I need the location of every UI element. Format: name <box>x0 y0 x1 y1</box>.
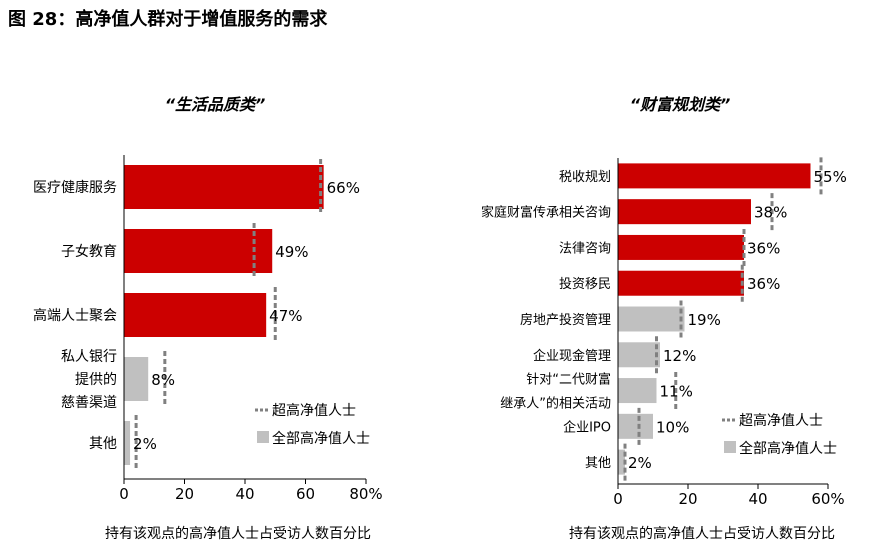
x-axis-label: 持有该观点的高净值人士占受访人数百分比 <box>569 525 835 542</box>
chart-title: “财富规划类” <box>630 95 731 114</box>
x-tick-label: 0 <box>613 490 623 508</box>
category-label: 提供的 <box>75 372 117 388</box>
bar <box>124 293 267 337</box>
data-label: 2% <box>628 454 652 472</box>
category-label: 其他 <box>89 436 117 452</box>
data-label: 66% <box>327 179 360 197</box>
bar <box>124 357 149 401</box>
bar <box>618 163 811 189</box>
data-label: 10% <box>656 418 689 436</box>
data-label: 47% <box>269 307 302 325</box>
x-tick-label: 40 <box>748 490 767 508</box>
category-label: 高端人士聚会 <box>33 307 117 324</box>
bar <box>618 234 744 260</box>
data-label: 11% <box>660 383 693 401</box>
x-tick-label: 20 <box>175 485 194 503</box>
legend-label: 全部高净值人士 <box>272 430 370 447</box>
bar <box>618 342 660 368</box>
legend-label: 超高净值人士 <box>272 402 356 419</box>
x-tick-label: 40 <box>235 485 254 503</box>
category-label: 法律咨询 <box>559 241 611 256</box>
figure-title: 图 28：高净值人群对于增值服务的需求 <box>8 9 328 30</box>
bar <box>124 421 131 465</box>
category-label: 针对“二代财富 <box>526 372 611 388</box>
x-axis-label: 持有该观点的高净值人士占受访人数百分比 <box>105 525 371 542</box>
data-label: 12% <box>663 347 696 365</box>
chart-title: “生活品质类” <box>165 95 266 114</box>
data-label: 2% <box>133 435 157 453</box>
bar <box>618 270 744 296</box>
bar <box>618 306 685 332</box>
x-tick-label: 0 <box>119 485 129 503</box>
category-label: 医疗健康服务 <box>33 179 117 196</box>
legend-swatch-icon <box>257 431 269 443</box>
category-label: 其他 <box>585 456 611 471</box>
legend-label: 全部高净值人士 <box>739 440 837 457</box>
bar <box>618 449 625 475</box>
category-label: 子女教育 <box>61 243 117 260</box>
category-label: 房地产投资管理 <box>520 312 611 328</box>
data-label: 49% <box>275 243 308 261</box>
data-label: 19% <box>688 311 721 329</box>
category-label: 企业IPO <box>563 419 611 435</box>
bar <box>618 199 751 225</box>
x-tick-label: 60% <box>811 490 844 508</box>
x-tick-label: 60 <box>296 485 315 503</box>
legend-label: 超高净值人士 <box>739 412 823 429</box>
x-tick-label: 80% <box>349 485 382 503</box>
bar <box>124 229 273 273</box>
category-label: 继承人”的相关活动 <box>500 396 611 412</box>
data-label: 36% <box>747 275 780 293</box>
data-label: 8% <box>151 371 175 389</box>
data-label: 55% <box>814 168 847 186</box>
bar <box>618 378 657 404</box>
data-label: 38% <box>754 204 787 222</box>
category-label: 家庭财富传承相关咨询 <box>481 205 611 221</box>
category-label: 投资移民 <box>559 276 611 292</box>
legend-swatch-icon <box>724 441 736 453</box>
data-label: 36% <box>747 239 780 257</box>
bar <box>618 413 653 439</box>
category-label: 税收规划 <box>559 170 611 185</box>
category-label: 企业现金管理 <box>533 348 611 364</box>
category-label: 慈善渠道 <box>61 395 117 411</box>
bar <box>124 165 324 209</box>
x-tick-label: 20 <box>678 490 697 508</box>
category-label: 私人银行 <box>61 349 117 365</box>
